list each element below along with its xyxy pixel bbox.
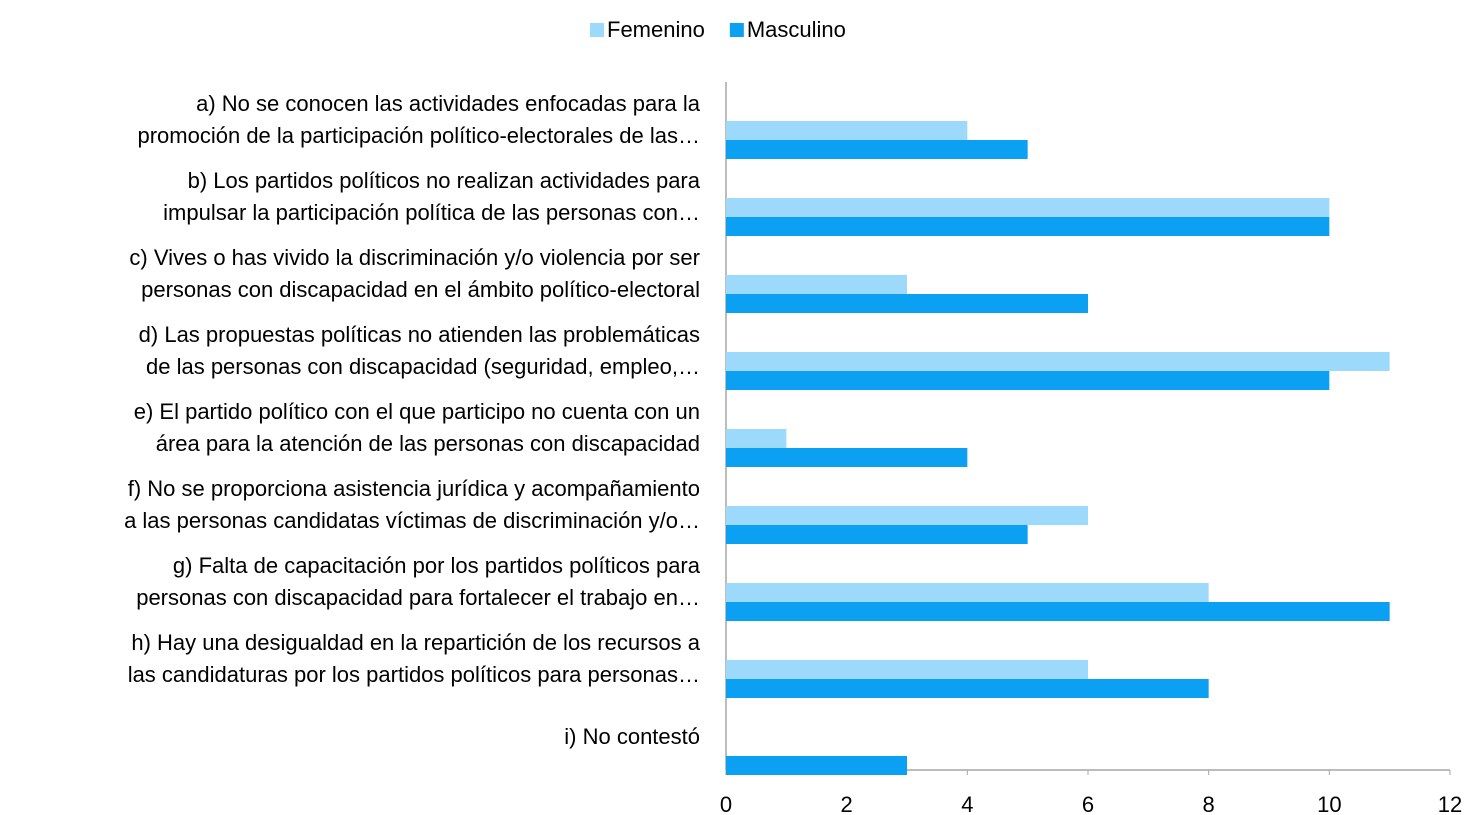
x-tick-label: 4 <box>961 792 973 815</box>
bar <box>726 525 1028 544</box>
y-tick-label: f) No se proporciona asistencia jurídica… <box>128 476 700 501</box>
y-tick-label: g) Falta de capacitación por los partido… <box>173 553 701 578</box>
y-tick-label: área para la atención de las personas co… <box>156 431 700 456</box>
y-tick-label: personas con discapacidad para fortalece… <box>136 585 700 610</box>
y-tick-label: c) Vives o has vivido la discriminación … <box>129 245 700 270</box>
bar <box>726 756 907 775</box>
chart: 0 2 4 6 8 10 12 Femenino Masculino a) No se conoc… <box>0 0 1470 815</box>
bar <box>726 583 1209 602</box>
x-tick-label: 10 <box>1317 792 1341 815</box>
bar <box>726 679 1209 698</box>
bar <box>726 448 967 467</box>
y-tick-label: impulsar la participación política de la… <box>163 200 700 225</box>
x-tick-label: 12 <box>1438 792 1462 815</box>
bar <box>726 506 1088 525</box>
x-tick-label: 2 <box>841 792 853 815</box>
y-tick-label: promoción de la participación político-e… <box>137 123 700 148</box>
legend-label: Masculino <box>747 17 846 42</box>
page: {"chart_data": {"type": "bar", "orientat… <box>0 0 1470 815</box>
legend-label: Femenino <box>607 17 705 42</box>
y-tick-label: i) No contestó <box>564 724 700 749</box>
bar <box>726 217 1329 236</box>
bar <box>726 429 786 448</box>
y-tick-label: h) Hay una desigualdad en la repartición… <box>131 630 700 655</box>
bar <box>726 371 1329 390</box>
y-tick-label: de las personas con discapacidad (seguri… <box>146 354 700 379</box>
bar <box>726 602 1390 621</box>
y-tick-label: a las personas candidatas víctimas de di… <box>124 508 700 533</box>
bar <box>726 660 1088 679</box>
x-tick-label: 6 <box>1082 792 1094 815</box>
x-tick-label: 0 <box>720 792 732 815</box>
y-tick-label: a) No se conocen las actividades enfocad… <box>196 91 701 116</box>
x-tick-label: 8 <box>1203 792 1215 815</box>
legend-swatch <box>590 23 604 37</box>
y-tick-label: las candidaturas por los partidos políti… <box>128 662 700 687</box>
y-tick-label: b) Los partidos políticos no realizan ac… <box>188 168 701 193</box>
bar <box>726 275 907 294</box>
y-tick-label: personas con discapacidad en el ámbito p… <box>141 277 700 302</box>
bar <box>726 140 1028 159</box>
y-tick-label: d) Las propuestas políticas no atienden … <box>139 322 700 347</box>
bar <box>726 352 1390 371</box>
y-tick-label: e) El partido político con el que partic… <box>134 399 700 424</box>
bar <box>726 198 1329 217</box>
bar <box>726 121 967 140</box>
bar <box>726 294 1088 313</box>
legend-swatch <box>730 23 744 37</box>
